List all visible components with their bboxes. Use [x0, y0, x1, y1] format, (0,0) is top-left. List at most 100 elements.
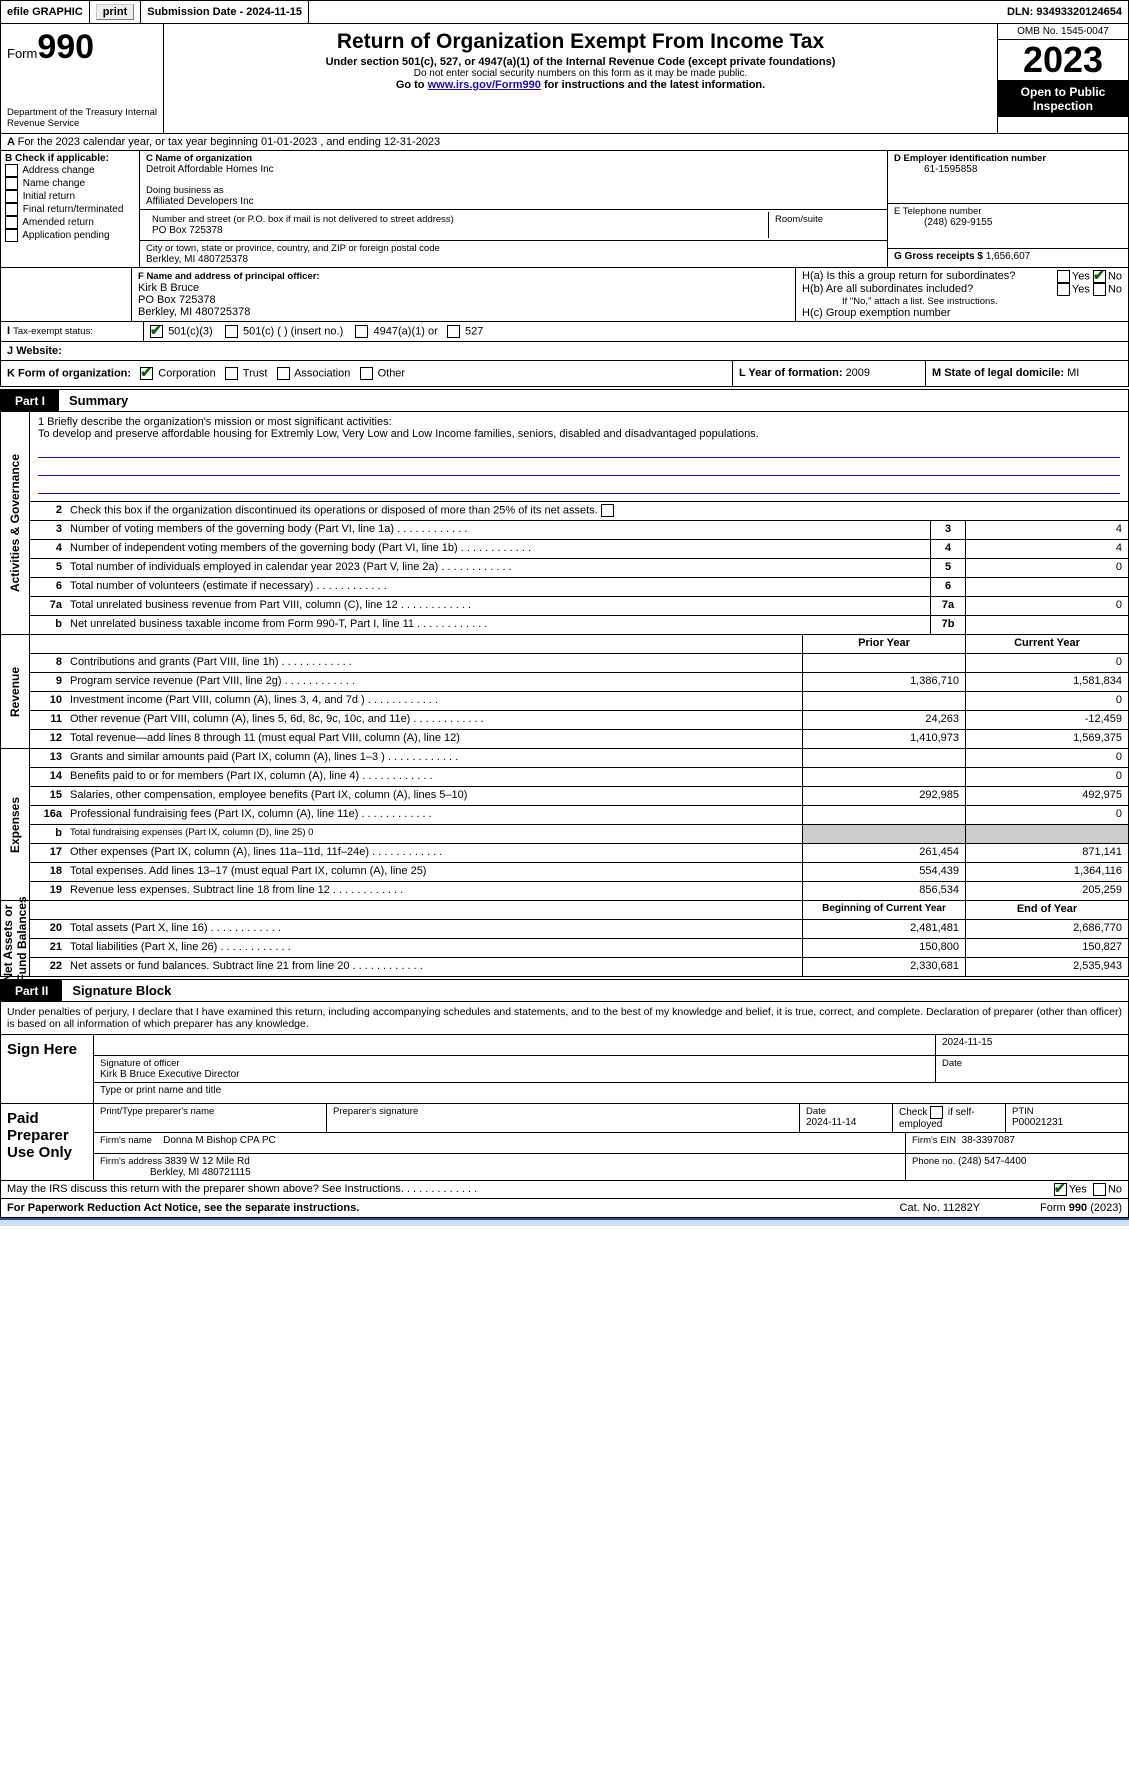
- print-button[interactable]: print: [96, 4, 134, 20]
- chk-trust[interactable]: [225, 367, 238, 380]
- ha-no[interactable]: [1093, 270, 1106, 283]
- officer-name: Kirk B Bruce Executive Director: [100, 1069, 240, 1080]
- page-footer: For Paperwork Reduction Act Notice, see …: [0, 1199, 1129, 1218]
- line-3: 3Number of voting members of the governi…: [30, 521, 1128, 540]
- expenses-section: Expenses 13Grants and similar amounts pa…: [0, 749, 1129, 901]
- row-a-tax-year: A For the 2023 calendar year, or tax yea…: [0, 134, 1129, 151]
- na-header-row: Beginning of Current YearEnd of Year: [30, 901, 1128, 920]
- line-18: 18Total expenses. Add lines 13–17 (must …: [30, 863, 1128, 882]
- phone-cell: E Telephone number (248) 629-9155: [888, 204, 1128, 249]
- part1-header: Part ISummary: [0, 389, 1129, 412]
- chk-self-employed[interactable]: [930, 1106, 943, 1119]
- paid-preparer-block: Paid Preparer Use Only Print/Type prepar…: [0, 1104, 1129, 1181]
- principal-officer: F Name and address of principal officer:…: [132, 268, 796, 321]
- form-subtitle: Under section 501(c), 527, or 4947(a)(1)…: [170, 56, 991, 68]
- revenue-section: Revenue Prior YearCurrent Year 8Contribu…: [0, 635, 1129, 749]
- mission-block: 1 Briefly describe the organization's mi…: [30, 412, 1128, 502]
- firm-ein: 38-3397087: [962, 1135, 1015, 1146]
- omb-number: OMB No. 1545-0047: [998, 24, 1128, 40]
- line-5: 5Total number of individuals employed in…: [30, 559, 1128, 578]
- chk-address-change[interactable]: Address change: [5, 164, 135, 177]
- line-9: 9Program service revenue (Part VIII, lin…: [30, 673, 1128, 692]
- line-22: 22Net assets or fund balances. Subtract …: [30, 958, 1128, 976]
- dba-name: Affiliated Developers Inc: [146, 196, 254, 207]
- ein-cell: D Employer identification number 61-1595…: [888, 151, 1128, 204]
- vtab-netassets: Net Assets orFund Balances: [1, 901, 30, 976]
- paid-preparer-label: Paid Preparer Use Only: [1, 1104, 94, 1180]
- tax-exempt-row: I Tax-exempt status: 501(c)(3) 501(c) ( …: [0, 322, 1129, 342]
- chk-501c[interactable]: [225, 325, 238, 338]
- chk-final-return[interactable]: Final return/terminated: [5, 203, 135, 216]
- perjury-statement: Under penalties of perjury, I declare th…: [0, 1002, 1129, 1035]
- chk-527[interactable]: [447, 325, 460, 338]
- chk-line2[interactable]: [601, 504, 614, 517]
- chk-other[interactable]: [360, 367, 373, 380]
- hb-no[interactable]: [1093, 283, 1106, 296]
- chk-assoc[interactable]: [277, 367, 290, 380]
- officer-group-section: F Name and address of principal officer:…: [0, 268, 1129, 322]
- print-button-wrap: print: [90, 1, 141, 23]
- line-16a: 16aProfessional fundraising fees (Part I…: [30, 806, 1128, 825]
- tax-year: 2023: [998, 40, 1128, 81]
- phone-value: (248) 629-9155: [894, 217, 1122, 228]
- firm-name: Donna M Bishop CPA PC: [163, 1135, 276, 1146]
- revenue-header-row: Prior YearCurrent Year: [30, 635, 1128, 654]
- org-name: Detroit Affordable Homes Inc: [146, 164, 274, 175]
- identity-section: B Check if applicable: Address change Na…: [0, 151, 1129, 268]
- chk-initial-return[interactable]: Initial return: [5, 190, 135, 203]
- street-address: PO Box 725378: [152, 225, 223, 236]
- line-6: 6Total number of volunteers (estimate if…: [30, 578, 1128, 597]
- ha-yes[interactable]: Yes No: [1057, 270, 1122, 283]
- activities-governance: Activities & Governance 1 Briefly descri…: [0, 412, 1129, 635]
- ptin: P00021231: [1012, 1117, 1063, 1128]
- line-13: 13Grants and similar amounts paid (Part …: [30, 749, 1128, 768]
- line-15: 15Salaries, other compensation, employee…: [30, 787, 1128, 806]
- line-4: 4Number of independent voting members of…: [30, 540, 1128, 559]
- col-b: B Check if applicable: Address change Na…: [1, 151, 140, 267]
- vtab-activities: Activities & Governance: [1, 412, 30, 634]
- line-16b: bTotal fundraising expenses (Part IX, co…: [30, 825, 1128, 844]
- chk-4947[interactable]: [355, 325, 368, 338]
- gross-receipts: G Gross receipts $ 1,656,607: [888, 249, 1128, 264]
- vtab-revenue: Revenue: [1, 635, 30, 748]
- line-8: 8Contributions and grants (Part VIII, li…: [30, 654, 1128, 673]
- dept-treasury: Department of the Treasury Internal Reve…: [7, 107, 157, 129]
- irs-link[interactable]: www.irs.gov/Form990: [428, 79, 541, 91]
- sign-here-label: Sign Here: [1, 1035, 94, 1103]
- part2-header: Part IISignature Block: [0, 979, 1129, 1002]
- net-assets-section: Net Assets orFund Balances Beginning of …: [0, 901, 1129, 977]
- line-14: 14Benefits paid to or for members (Part …: [30, 768, 1128, 787]
- footer-stripe: [0, 1218, 1129, 1226]
- form-org-row: K Form of organization: Corporation Trus…: [0, 361, 1129, 387]
- open-to-public: Open to Public Inspection: [998, 81, 1128, 117]
- line-10: 10Investment income (Part VIII, column (…: [30, 692, 1128, 711]
- line-12: 12Total revenue—add lines 8 through 11 (…: [30, 730, 1128, 748]
- top-bar: efile GRAPHIC print Submission Date - 20…: [0, 0, 1129, 24]
- line-7b: bNet unrelated business taxable income f…: [30, 616, 1128, 634]
- chk-501c3[interactable]: [150, 325, 163, 338]
- address-row: Number and street (or P.O. box if mail i…: [140, 210, 887, 241]
- form-header: Form990 Department of the Treasury Inter…: [0, 24, 1129, 134]
- firm-address: 3839 W 12 Mile Rd: [165, 1156, 250, 1167]
- chk-amended[interactable]: Amended return: [5, 216, 135, 229]
- year-formation: L Year of formation: 2009: [733, 361, 926, 386]
- vtab-expenses: Expenses: [1, 749, 30, 900]
- form-number: Form990: [7, 28, 157, 67]
- chk-corp[interactable]: [140, 367, 153, 380]
- dln: DLN: 93493320124654: [1001, 1, 1128, 23]
- hb-yes[interactable]: Yes No: [1057, 283, 1122, 296]
- sign-date: 2024-11-15: [936, 1035, 1128, 1055]
- discuss-row: May the IRS discuss this return with the…: [0, 1181, 1129, 1199]
- chk-app-pending[interactable]: Application pending: [5, 229, 135, 242]
- discuss-no[interactable]: [1093, 1183, 1106, 1196]
- city-row: City or town, state or province, country…: [140, 241, 887, 267]
- chk-name-change[interactable]: Name change: [5, 177, 135, 190]
- form-of-org: K Form of organization: Corporation Trus…: [1, 361, 733, 386]
- discuss-yes[interactable]: Yes No: [1054, 1183, 1122, 1196]
- sign-here-block: Sign Here 2024-11-15 Signature of office…: [0, 1035, 1129, 1104]
- ein-value: 61-1595858: [894, 164, 1122, 175]
- firm-phone: (248) 547-4400: [958, 1156, 1026, 1167]
- org-name-cell: C Name of organization Detroit Affordabl…: [140, 151, 887, 210]
- line-2: 2Check this box if the organization disc…: [30, 502, 1128, 521]
- b-header: B Check if applicable:: [5, 153, 135, 164]
